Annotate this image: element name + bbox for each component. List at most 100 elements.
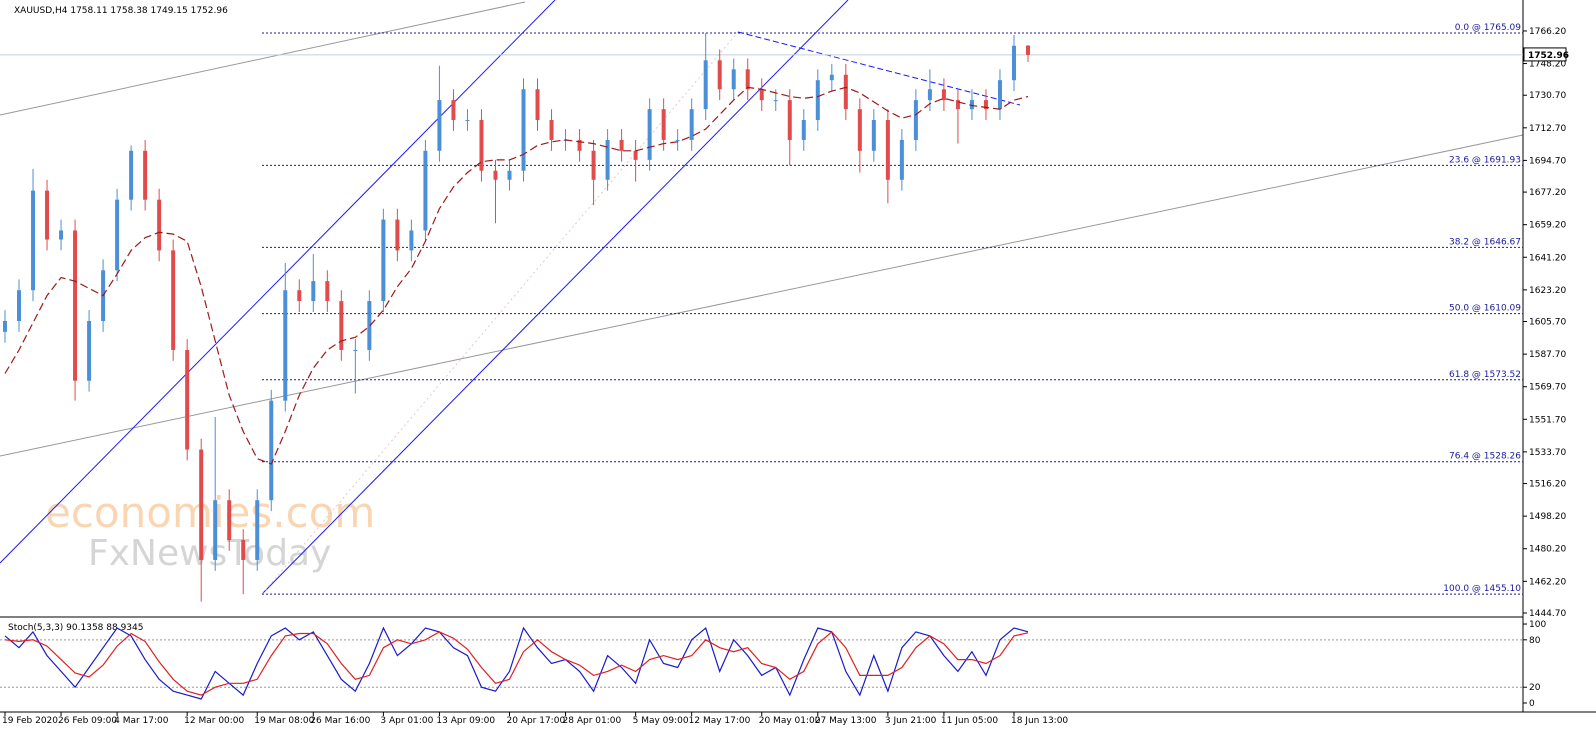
x-tick-label: 4 Mar 17:00: [114, 716, 169, 726]
fib-label: 38.2 @ 1646.67: [1449, 237, 1521, 247]
fib-label: 100.0 @ 1455.10: [1443, 584, 1521, 594]
candle-body: [731, 69, 736, 90]
trend-line: [737, 31, 1021, 106]
stoch-line: [4, 626, 1029, 700]
candle-body: [381, 219, 386, 302]
x-tick-label: 12 May 17:00: [689, 716, 751, 726]
y-tick-label: 1587.70: [1529, 350, 1566, 360]
x-tick-label: 28 Apr 01:00: [563, 716, 622, 726]
candle-body: [213, 500, 218, 560]
candle-body: [591, 150, 596, 180]
candle-body: [507, 170, 512, 180]
channel-line: [261, 0, 849, 595]
candle-body: [311, 281, 316, 302]
y-tick-label: 1748.20: [1529, 60, 1566, 70]
x-tick-label: 18 Jun 13:00: [1011, 716, 1068, 726]
candle-body: [619, 139, 624, 151]
candle-body: [353, 349, 358, 351]
candle-body: [829, 74, 834, 81]
x-tick-label: 20 Apr 17:00: [506, 716, 565, 726]
candle-body: [759, 89, 764, 101]
candle-body: [17, 290, 22, 321]
candle-body: [955, 100, 960, 110]
candle-body: [199, 449, 204, 560]
candle-body: [969, 100, 974, 110]
candle-body: [115, 199, 120, 271]
y-tick-label: 1641.20: [1529, 253, 1566, 263]
x-tick-label: 19 Feb 2020: [2, 716, 58, 726]
candle-body: [283, 290, 288, 401]
candle-body: [87, 320, 92, 381]
fib-label: 0.0 @ 1765.09: [1455, 23, 1522, 33]
trend-line: [0, 134, 1524, 457]
candle-body: [465, 120, 470, 122]
candle-body: [843, 74, 848, 110]
fib-label: 61.8 @ 1573.52: [1449, 370, 1521, 380]
candle-body: [423, 150, 428, 231]
candle-body: [549, 120, 554, 140]
y-tick-label: 1444.70: [1529, 609, 1566, 619]
candle-body: [1026, 45, 1030, 55]
x-tick-label: 19 Mar 08:00: [254, 716, 314, 726]
x-tick-label: 13 Apr 09:00: [436, 716, 495, 726]
x-tick-label: 11 Jun 05:00: [941, 716, 998, 726]
y-tick-label: 1516.20: [1529, 480, 1566, 490]
y-tick-label: 1569.70: [1529, 383, 1566, 393]
candle-body: [269, 400, 274, 501]
candle-body: [255, 500, 260, 560]
candle-body: [703, 60, 708, 110]
candle-body: [857, 109, 862, 151]
candle-body: [885, 120, 890, 180]
fib-label: 76.4 @ 1528.26: [1449, 452, 1521, 462]
candle-body: [339, 301, 344, 350]
candle-body: [143, 150, 148, 200]
channel-line: [0, 0, 556, 564]
candle-body: [73, 230, 78, 381]
y-tick-label: 1498.20: [1529, 512, 1566, 522]
candle-body: [815, 80, 820, 121]
moving-average: [4, 86, 1029, 465]
y-tick-label: 1730.70: [1529, 91, 1566, 101]
candle-body: [451, 100, 456, 121]
last-price-box: [1523, 47, 1567, 62]
candle-body: [577, 139, 582, 151]
candle-body: [871, 120, 876, 151]
stoch-tick-label: 80: [1529, 636, 1541, 646]
candle-body: [521, 89, 526, 171]
y-tick-label: 1551.70: [1529, 415, 1566, 425]
candle-body: [647, 109, 652, 160]
candle-body: [983, 100, 988, 110]
candle-body: [227, 500, 232, 541]
candle-body: [717, 60, 722, 90]
stoch-title: Stoch(5,3,3) 90.1358 88.9345: [8, 623, 143, 633]
candle-body: [3, 320, 7, 332]
candle-body: [661, 109, 666, 140]
y-tick-label: 1623.20: [1529, 286, 1566, 296]
watermark-text: FxNewsToday: [88, 533, 331, 574]
x-tick-label: 3 Jun 21:00: [885, 716, 937, 726]
y-tick-label: 1677.20: [1529, 188, 1566, 198]
x-tick-label: 3 Apr 01:00: [380, 716, 433, 726]
stoch-line: [4, 631, 1029, 696]
y-tick-label: 1712.70: [1529, 124, 1566, 134]
stoch-tick-label: 0: [1529, 699, 1535, 709]
candle-body: [325, 281, 330, 302]
fib-label: 23.6 @ 1691.93: [1449, 155, 1521, 165]
x-tick-label: 27 May 13:00: [815, 716, 877, 726]
candle-body: [437, 100, 442, 151]
candle-body: [997, 80, 1002, 110]
y-tick-label: 1462.20: [1529, 577, 1566, 587]
candle-body: [801, 120, 806, 140]
candle-body: [409, 230, 414, 251]
y-tick-label: 1605.70: [1529, 318, 1566, 328]
x-tick-label: 26 Feb 09:00: [58, 716, 117, 726]
y-tick-label: 1480.20: [1529, 545, 1566, 555]
y-tick-label: 1766.20: [1529, 27, 1566, 37]
x-tick-label: 5 May 09:00: [633, 716, 689, 726]
candle-body: [675, 139, 680, 141]
stoch-tick-label: 100: [1529, 620, 1546, 630]
candle-body: [787, 100, 792, 140]
candle-body: [745, 69, 750, 90]
